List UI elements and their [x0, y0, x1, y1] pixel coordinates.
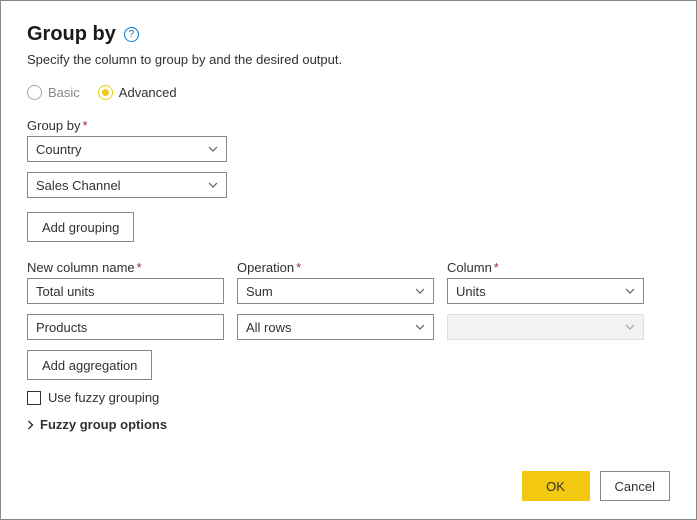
dialog-footer: OK Cancel [522, 471, 670, 501]
aggregation-row-1: Products All rows [27, 314, 670, 340]
radio-basic[interactable]: Basic [27, 85, 80, 100]
use-fuzzy-row[interactable]: Use fuzzy grouping [27, 390, 670, 405]
fuzzy-options-expander[interactable]: Fuzzy group options [27, 417, 670, 432]
required-mark: * [137, 260, 142, 275]
required-mark: * [82, 118, 87, 133]
radio-icon [98, 85, 113, 100]
ok-button[interactable]: OK [522, 471, 590, 501]
checkbox-label: Use fuzzy grouping [48, 390, 159, 405]
button-label: OK [546, 479, 565, 494]
chevron-down-icon [415, 324, 425, 330]
button-label: Add aggregation [42, 358, 137, 373]
chevron-down-icon [208, 146, 218, 152]
radio-advanced[interactable]: Advanced [98, 85, 177, 100]
chevron-down-icon [208, 182, 218, 188]
dropdown-value: All rows [246, 320, 292, 335]
dialog-subtitle: Specify the column to group by and the d… [27, 52, 670, 67]
add-grouping-button[interactable]: Add grouping [27, 212, 134, 242]
aggregation-row-0: Total units Sum Units [27, 278, 670, 304]
title-row: Group by ? [27, 23, 670, 46]
col-new-name: New column name* [27, 260, 224, 275]
group-by-rows: Country Sales Channel [27, 136, 670, 198]
radio-label: Basic [48, 85, 80, 100]
new-column-name-input[interactable]: Total units [27, 278, 224, 304]
input-value: Products [36, 320, 87, 335]
expander-label: Fuzzy group options [40, 417, 167, 432]
label-text: Operation [237, 260, 294, 275]
dropdown-value: Units [456, 284, 486, 299]
operation-dropdown[interactable]: All rows [237, 314, 434, 340]
group-by-dropdown-0[interactable]: Country [27, 136, 227, 162]
dropdown-value: Country [36, 142, 82, 157]
cancel-button[interactable]: Cancel [600, 471, 670, 501]
checkbox-icon[interactable] [27, 391, 41, 405]
label-text: Column [447, 260, 492, 275]
operation-dropdown[interactable]: Sum [237, 278, 434, 304]
label-text: Group by [27, 118, 80, 133]
dialog-title: Group by [27, 23, 116, 46]
dropdown-value: Sum [246, 284, 273, 299]
col-column: Column* [447, 260, 644, 275]
chevron-down-icon [625, 288, 635, 294]
col-operation: Operation* [237, 260, 434, 275]
label-text: New column name [27, 260, 135, 275]
chevron-right-icon [27, 420, 34, 430]
group-by-dialog: Group by ? Specify the column to group b… [0, 0, 697, 520]
help-icon[interactable]: ? [124, 27, 139, 42]
add-aggregation-button[interactable]: Add aggregation [27, 350, 152, 380]
button-label: Add grouping [42, 220, 119, 235]
required-mark: * [494, 260, 499, 275]
new-column-name-input[interactable]: Products [27, 314, 224, 340]
radio-icon [27, 85, 42, 100]
mode-radio-group: Basic Advanced [27, 85, 670, 100]
aggregation-header: New column name* Operation* Column* [27, 260, 670, 275]
group-by-label: Group by* [27, 118, 670, 133]
input-value: Total units [36, 284, 95, 299]
column-dropdown-disabled [447, 314, 644, 340]
group-by-dropdown-1[interactable]: Sales Channel [27, 172, 227, 198]
column-dropdown[interactable]: Units [447, 278, 644, 304]
dropdown-value: Sales Channel [36, 178, 121, 193]
radio-label: Advanced [119, 85, 177, 100]
chevron-down-icon [415, 288, 425, 294]
chevron-down-icon [625, 324, 635, 330]
required-mark: * [296, 260, 301, 275]
button-label: Cancel [615, 479, 655, 494]
